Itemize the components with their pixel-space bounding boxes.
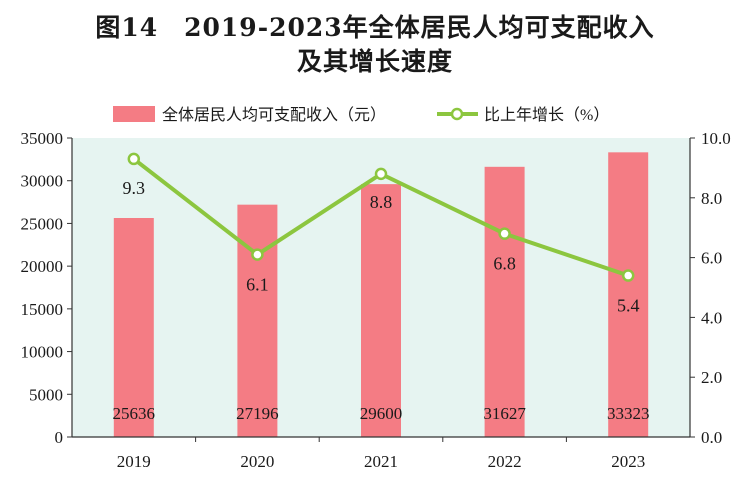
left-tick-label: 5000 (29, 385, 63, 404)
legend-line-marker (450, 107, 464, 121)
x-tick-label: 2020 (240, 452, 274, 471)
legend-line-label: 比上年增长（%） (484, 106, 609, 124)
bar-data-label: 25636 (113, 404, 156, 423)
right-tick-label: 2.0 (701, 368, 722, 387)
chart-title: 图14 2019-2023年全体居民人均可支配收入 (95, 13, 655, 42)
growth-point-2022 (498, 227, 511, 240)
left-tick-label: 30000 (21, 172, 64, 191)
line-data-label: 8.8 (370, 192, 393, 212)
legend-bar-label: 全体居民人均可支配收入（元） (162, 106, 386, 124)
bar-2021 (361, 184, 401, 437)
left-tick-label: 25000 (21, 214, 64, 233)
bar-2019 (113, 217, 154, 437)
left-tick-label: 20000 (21, 257, 64, 276)
legend-bar-swatch (113, 106, 155, 122)
bar-data-label: 31627 (483, 404, 526, 423)
right-tick-label: 0.0 (701, 428, 722, 447)
line-data-label: 5.4 (617, 296, 640, 316)
growth-point-2020 (251, 248, 264, 261)
x-tick-label: 2019 (117, 452, 151, 471)
bar-2022 (484, 166, 525, 437)
bar-2020 (237, 204, 278, 437)
chart-title-line2: 及其增长速度 (296, 47, 453, 76)
right-tick-label: 8.0 (701, 189, 722, 208)
bar-data-label: 27196 (236, 404, 279, 423)
left-tick-label: 35000 (21, 129, 64, 148)
line-data-label: 6.1 (246, 275, 269, 295)
left-tick-label: 10000 (21, 343, 64, 362)
right-tick-label: 10.0 (701, 129, 731, 148)
growth-point-2021 (374, 167, 388, 181)
right-tick-label: 6.0 (701, 249, 722, 268)
x-tick-label: 2023 (611, 452, 645, 471)
bar-2023 (608, 152, 649, 438)
bar-data-label: 29600 (360, 404, 403, 423)
x-tick-label: 2022 (488, 452, 522, 471)
line-data-label: 9.3 (123, 178, 146, 198)
line-data-label: 6.8 (493, 254, 516, 274)
growth-point-2019 (127, 152, 141, 166)
x-tick-label: 2021 (364, 452, 398, 471)
right-tick-label: 4.0 (701, 308, 722, 327)
growth-point-2023 (621, 269, 635, 282)
bar-data-label: 33323 (607, 404, 650, 423)
left-tick-label: 0 (55, 428, 64, 447)
left-tick-label: 15000 (21, 300, 64, 319)
